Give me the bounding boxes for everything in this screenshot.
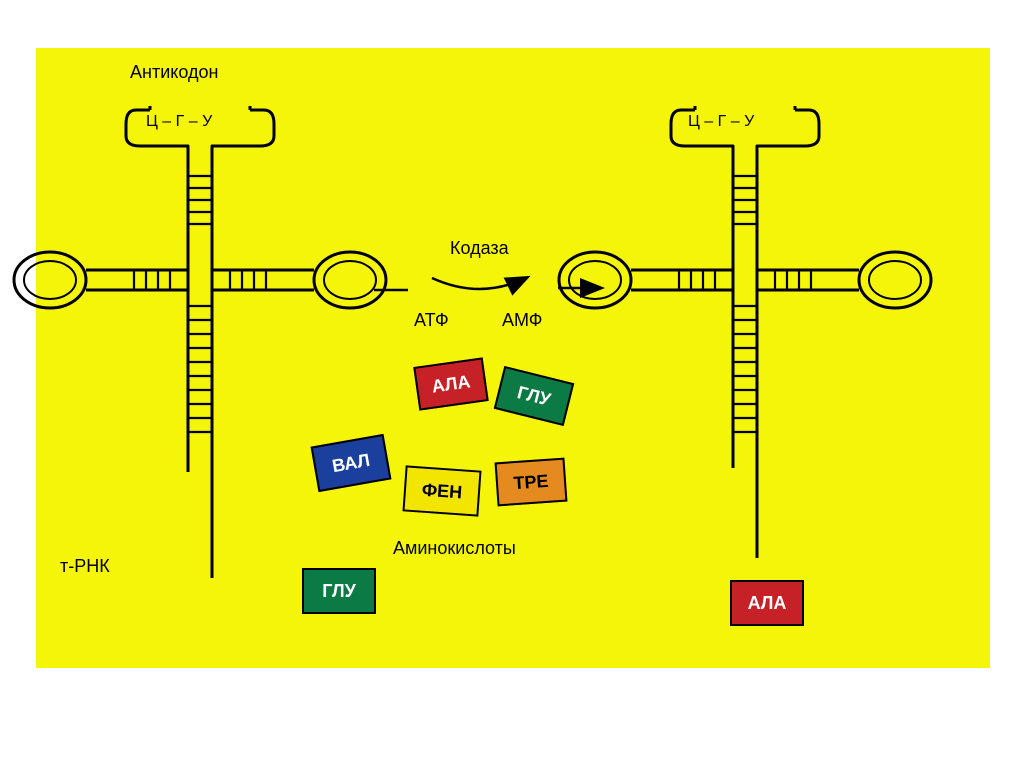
label-atp: АТФ bbox=[414, 310, 449, 331]
reaction-arrows bbox=[374, 278, 600, 290]
codon-left: Ц – Г – У bbox=[146, 113, 212, 131]
label-aminoacids: Аминокислоты bbox=[393, 538, 516, 559]
amino-ala-2: АЛА bbox=[730, 580, 804, 626]
amino-tre: ТРЕ bbox=[495, 458, 568, 507]
diagram-canvas: Антикодон Кодаза АТФ АМФ Аминокислоты т-… bbox=[0, 0, 1024, 767]
label-anticodon: Антикодон bbox=[130, 62, 218, 83]
label-amp: АМФ bbox=[502, 310, 542, 331]
trna-right bbox=[559, 106, 931, 558]
trna-left bbox=[14, 106, 386, 578]
codon-right: Ц – Г – У bbox=[688, 113, 754, 131]
amino-phen: ФЕН bbox=[402, 465, 481, 516]
amino-glu-2: ГЛУ bbox=[302, 568, 376, 614]
label-trna: т-РНК bbox=[60, 556, 110, 577]
label-codase: Кодаза bbox=[450, 238, 509, 259]
